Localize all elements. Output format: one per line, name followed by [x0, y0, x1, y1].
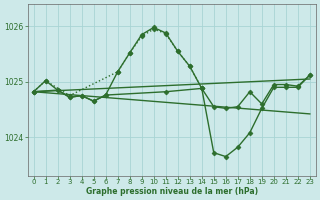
X-axis label: Graphe pression niveau de la mer (hPa): Graphe pression niveau de la mer (hPa) [86, 187, 258, 196]
